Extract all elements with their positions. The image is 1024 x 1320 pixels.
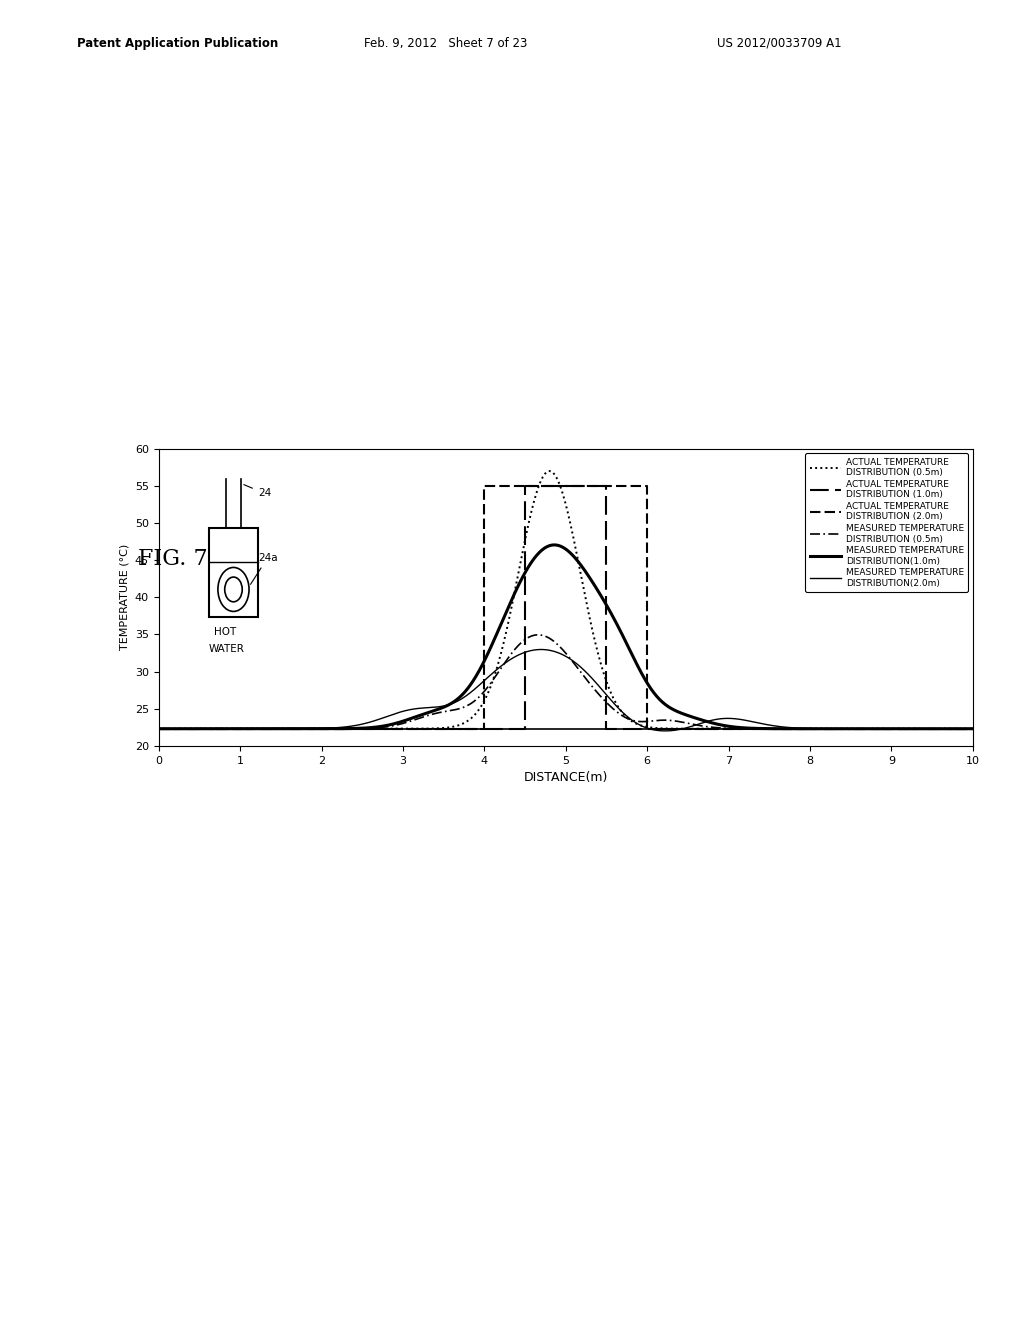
Text: Feb. 9, 2012   Sheet 7 of 23: Feb. 9, 2012 Sheet 7 of 23 (364, 37, 527, 50)
Y-axis label: TEMPERATURE (°C): TEMPERATURE (°C) (120, 544, 129, 651)
Text: FIG. 7: FIG. 7 (138, 548, 208, 570)
Text: 24a: 24a (251, 553, 278, 585)
Text: WATER: WATER (209, 644, 245, 655)
Bar (209, 528, 258, 616)
Text: HOT: HOT (214, 627, 237, 636)
Text: Patent Application Publication: Patent Application Publication (77, 37, 279, 50)
Text: US 2012/0033709 A1: US 2012/0033709 A1 (717, 37, 842, 50)
Legend: ACTUAL TEMPERATURE
DISTRIBUTION (0.5m), ACTUAL TEMPERATURE
DISTRIBUTION (1.0m), : ACTUAL TEMPERATURE DISTRIBUTION (0.5m), … (805, 453, 969, 593)
Text: 24: 24 (244, 484, 271, 498)
X-axis label: DISTANCE(m): DISTANCE(m) (523, 771, 608, 784)
